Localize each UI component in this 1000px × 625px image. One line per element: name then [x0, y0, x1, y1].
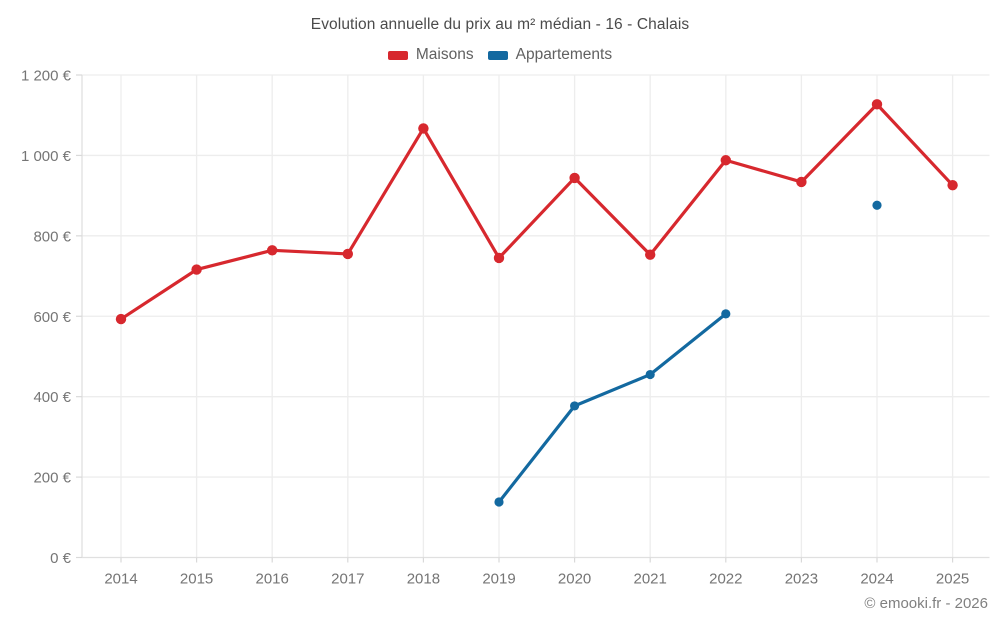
x-tick-label: 2025	[936, 571, 969, 588]
appartements-series	[494, 200, 882, 507]
y-tick-label: 800 €	[33, 228, 71, 245]
x-tick-label: 2018	[407, 571, 440, 588]
legend-label-maisons: Maisons	[415, 46, 474, 63]
y-tick-label: 0 €	[50, 550, 72, 567]
y-tick-label: 200 €	[33, 470, 71, 487]
gridlines	[82, 74, 990, 558]
maisons-point-2017[interactable]	[342, 248, 353, 260]
maisons-line	[119, 102, 955, 321]
x-tick-label: 2020	[558, 571, 591, 588]
legend-item-appartements[interactable]: Appartements	[487, 46, 613, 64]
legend-label-appartements: Appartements	[515, 46, 613, 63]
appartements-point-2021[interactable]	[645, 369, 655, 380]
y-tick-label: 400 €	[33, 389, 71, 406]
chart-title: Evolution annuelle du prix au m² médian …	[310, 16, 690, 33]
maisons-point-2015[interactable]	[191, 264, 202, 275]
x-tick-label: 2023	[785, 571, 818, 588]
maisons-series	[115, 99, 958, 325]
x-tick-label: 2017	[331, 571, 364, 588]
x-tick-label: 2024	[860, 571, 893, 588]
maisons-point-2022[interactable]	[720, 155, 731, 166]
x-tick-label: 2019	[482, 571, 515, 588]
x-tick-label: 2014	[104, 571, 137, 588]
maisons-point-2020[interactable]	[569, 172, 580, 184]
y-tick-label: 1 000 €	[21, 148, 72, 165]
copyright: © emooki.fr - 2026	[864, 595, 988, 612]
maisons-point-2021[interactable]	[645, 249, 656, 260]
x-tick-label: 2022	[709, 571, 742, 588]
maisons-point-2023[interactable]	[796, 176, 807, 188]
appartements-point-2022[interactable]	[721, 309, 731, 319]
x-tick-label: 2021	[634, 571, 667, 588]
tick-labels: 0 € 200 € 400 € 600 € 800 € 1 000 € 1 200 € 201…	[21, 68, 969, 588]
appartements-point-2024[interactable]	[872, 200, 882, 210]
y-tick-label: 1 200 €	[21, 68, 72, 85]
x-tick-label: 2016	[256, 571, 289, 588]
maisons-point-2014[interactable]	[115, 313, 127, 325]
maisons-point-2016[interactable]	[267, 245, 278, 256]
axes	[76, 74, 990, 563]
appartements-point-2019[interactable]	[494, 497, 504, 507]
maisons-point-2025[interactable]	[947, 179, 958, 191]
chart-legend: Maisons Appartements	[0, 46, 1000, 64]
legend-item-maisons[interactable]: Maisons	[387, 46, 474, 64]
appartements-point-2020[interactable]	[570, 401, 580, 411]
maisons-point-2019[interactable]	[493, 252, 505, 264]
maisons-point-2018[interactable]	[418, 123, 429, 134]
appartements-swatch-icon	[487, 50, 508, 60]
y-tick-label: 600 €	[33, 309, 71, 326]
maisons-point-2024[interactable]	[871, 99, 883, 110]
x-tick-label: 2015	[180, 571, 213, 588]
appartements-line	[497, 312, 728, 504]
maisons-swatch-icon	[387, 50, 408, 60]
